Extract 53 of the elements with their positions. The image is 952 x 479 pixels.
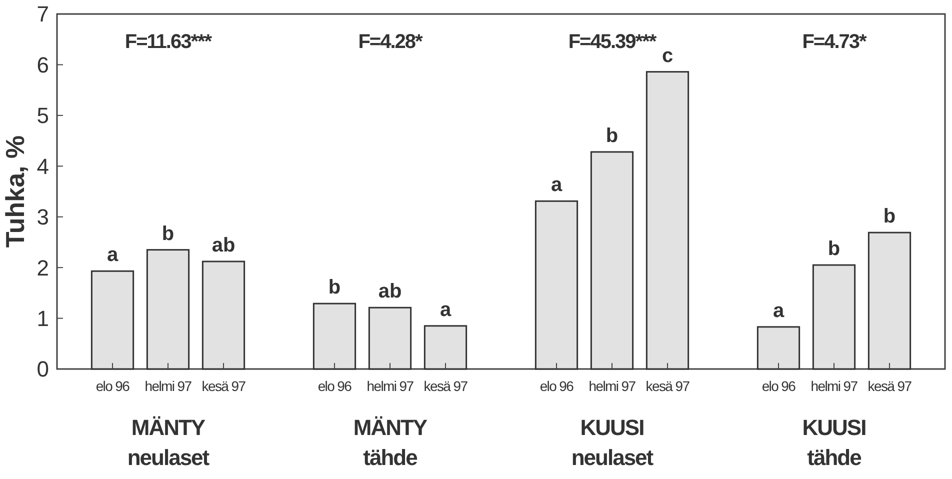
x-tick-label: MÄNTY neulaset <box>127 415 210 470</box>
bar <box>146 249 190 370</box>
text: kesä 97 <box>424 378 468 394</box>
y-tick-label: 6 <box>36 52 49 78</box>
y-tick-label: 2 <box>36 255 49 280</box>
data-label: a <box>550 174 563 196</box>
text: helmi 97 <box>810 378 858 394</box>
bar <box>90 270 134 370</box>
y-tick-label: 1 <box>36 306 49 331</box>
data-label: b <box>828 238 840 260</box>
text: elo 96 <box>762 378 796 394</box>
data-label: b <box>606 124 618 147</box>
text: helmi 97 <box>366 378 414 394</box>
text: kesä 97 <box>868 378 912 394</box>
annotation: F=45.39*** <box>568 31 657 53</box>
series-label: helmi 97 <box>588 378 636 394</box>
series-label: elo 96 <box>96 378 130 394</box>
text: elo 96 <box>540 378 574 394</box>
y-tick-label: 0 <box>36 356 49 382</box>
data-label: a <box>772 300 785 322</box>
bar <box>312 302 356 370</box>
bar <box>756 326 800 370</box>
bar <box>368 306 412 370</box>
bar <box>812 264 856 370</box>
y-tick-label: 7 <box>36 2 49 27</box>
x-tick-label: KUUSI neulaset <box>571 415 654 470</box>
data-label: b <box>328 276 341 299</box>
data-label: a <box>440 298 452 321</box>
x-tick-label: MÄNTY tähde <box>353 415 428 470</box>
text: kesä 97 <box>202 378 246 394</box>
bar <box>590 151 634 370</box>
bar <box>868 232 912 370</box>
data-label: a <box>106 244 119 266</box>
bar <box>646 71 690 370</box>
data-label: c <box>662 44 674 67</box>
text: helmi 97 <box>144 378 192 394</box>
y-axis-title: Tuhka, % <box>0 135 30 248</box>
bar <box>424 325 468 370</box>
y-tick-label: 5 <box>36 103 49 128</box>
bar <box>534 200 578 370</box>
data-label: ab <box>212 234 236 256</box>
data-label: ab <box>378 280 402 303</box>
data-label: b <box>883 206 896 228</box>
x-tick-label: KUUSI tähde <box>802 415 866 470</box>
annotation: F=4.73* <box>802 31 868 53</box>
y-tick-label: 4 <box>36 154 49 179</box>
data-label: b <box>162 222 174 245</box>
annotation: F=4.28* <box>358 31 424 53</box>
text: elo 96 <box>318 378 352 394</box>
series-label: kesä 97 <box>646 378 690 394</box>
bar <box>202 260 246 370</box>
y-tick-label: 3 <box>36 204 49 230</box>
annotation: F=11.63*** <box>124 31 212 53</box>
